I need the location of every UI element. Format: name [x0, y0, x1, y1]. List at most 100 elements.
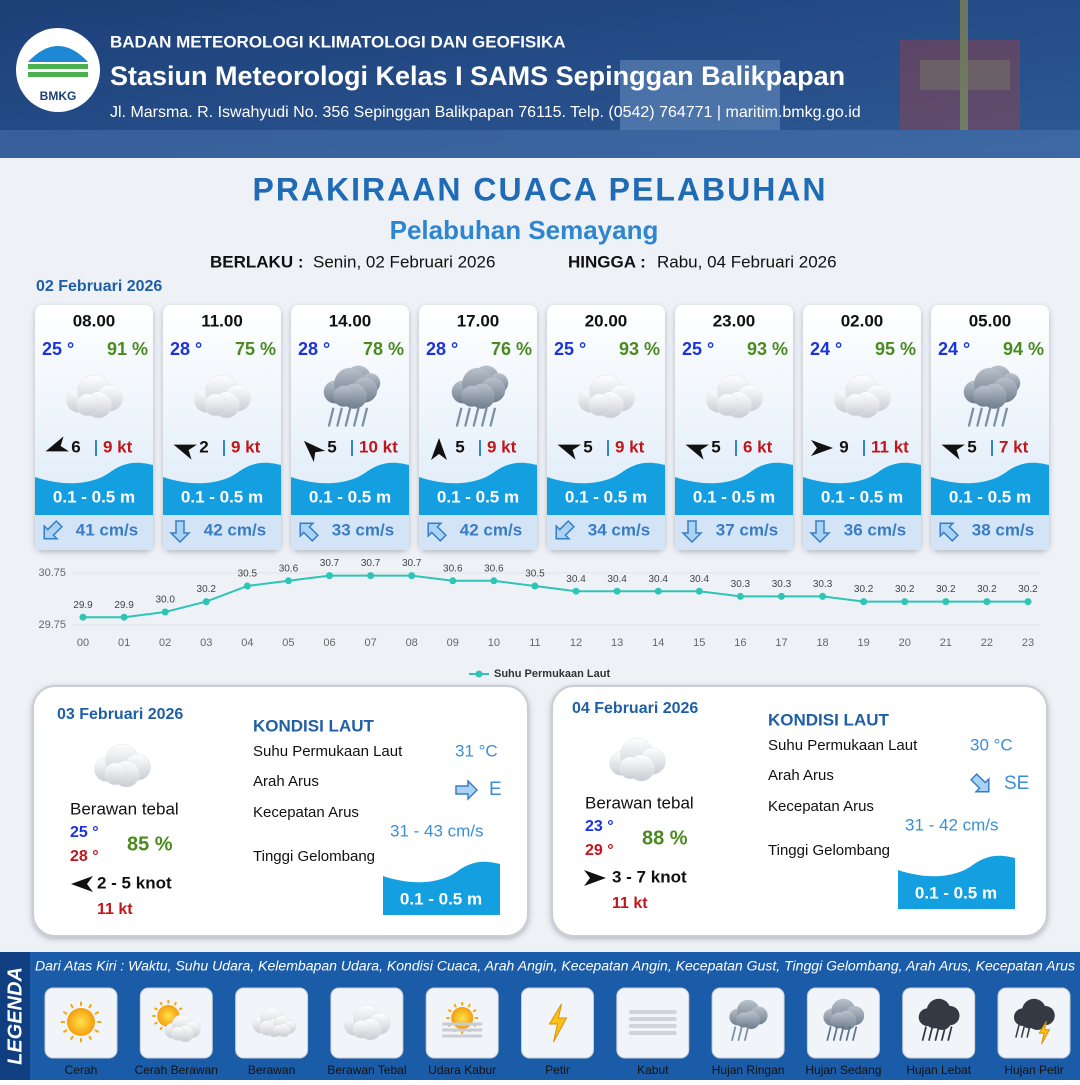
wave-band — [163, 462, 281, 515]
slot-gust: 9 kt — [487, 437, 517, 456]
slot-time: 08.00 — [73, 311, 116, 330]
logo-mark — [28, 46, 88, 62]
sea-heading: KONDISI LAUT — [768, 710, 890, 729]
weather-icon — [194, 374, 251, 419]
legend-icon — [628, 1010, 677, 1035]
data-point — [367, 572, 375, 580]
cloud-part — [588, 393, 611, 417]
legend-item-label: Hujan Lebat — [906, 1063, 971, 1077]
data-label: 30.3 — [731, 579, 751, 590]
cloud-part — [352, 1019, 371, 1039]
slot-temp: 28 ° — [298, 339, 330, 359]
lightning — [1038, 1020, 1051, 1045]
rain-drop — [336, 407, 343, 427]
day-gust: 11 kt — [97, 901, 133, 918]
sun-ray — [88, 1035, 93, 1041]
sea-label: Suhu Permukaan Laut — [253, 743, 403, 760]
x-tick-label: 22 — [981, 637, 993, 649]
wind-arrow — [173, 444, 198, 460]
rain-drop — [744, 1026, 749, 1041]
sun — [67, 1008, 95, 1036]
data-point — [161, 608, 169, 616]
slot-humidity: 93 % — [747, 339, 788, 359]
slot-temp: 25 ° — [554, 339, 586, 359]
current-arrow — [299, 522, 319, 542]
sun — [451, 1007, 474, 1029]
legend-icon — [548, 1003, 568, 1043]
x-tick-label: 10 — [488, 637, 500, 649]
cloud-part — [973, 385, 995, 407]
data-label: 30.5 — [525, 569, 545, 580]
day-weather: Berawan tebal — [585, 793, 694, 812]
slot-current: 38 cm/s — [972, 520, 1034, 539]
wind-arrow — [71, 876, 93, 892]
slot-time: 17.00 — [457, 311, 500, 330]
legend-icon — [252, 1007, 297, 1038]
wind-arrow — [941, 444, 966, 460]
sea-label: Arah Arus — [768, 767, 834, 784]
sun-ray — [94, 1010, 100, 1015]
slot-temp: 24 ° — [938, 339, 970, 359]
sun-ray — [178, 1007, 183, 1011]
x-tick-label: 23 — [1022, 637, 1034, 649]
sun-ray — [467, 1003, 472, 1008]
slot-humidity: 93 % — [619, 339, 660, 359]
current-arrow — [681, 520, 703, 544]
rain-drop — [941, 1026, 946, 1041]
wave-band — [35, 462, 153, 515]
legend-icon — [344, 1004, 391, 1041]
wind-arrow — [303, 440, 326, 463]
data-point — [942, 598, 950, 606]
sun-ray — [453, 1003, 457, 1008]
y-tick-label: 30.75 — [38, 567, 66, 579]
data-label: 30.2 — [977, 584, 997, 595]
cloud-part — [830, 1012, 847, 1029]
day-wind: 3 - 7 knot — [612, 867, 687, 886]
sea-current-speed: 31 - 42 cm/s — [905, 815, 999, 834]
legend-label: Suhu Permukaan Laut — [494, 668, 610, 680]
address: Jl. Marsma. R. Iswahyudi No. 356 Sepingg… — [110, 104, 861, 121]
rain-drop — [947, 1026, 953, 1041]
slot-temp: 25 ° — [42, 339, 74, 359]
slot-humidity: 94 % — [1003, 339, 1044, 359]
wave-band — [291, 462, 409, 515]
rain-drop — [1015, 1025, 1020, 1038]
sea-label: Tinggi Gelombang — [253, 848, 375, 865]
day-temp-min: 23 ° — [585, 818, 614, 835]
cloud-part — [461, 385, 483, 407]
data-point — [202, 598, 210, 606]
weather-icon — [323, 365, 381, 427]
sun-ray — [69, 1003, 74, 1009]
slot-wave: 0.1 - 0.5 m — [181, 487, 263, 506]
rain-drop — [928, 1026, 934, 1041]
wave-band — [931, 462, 1049, 515]
wind-arrow — [45, 436, 70, 452]
data-label: 30.2 — [1018, 584, 1038, 595]
cloud-part — [104, 762, 127, 786]
rain-drop — [455, 407, 463, 427]
data-point — [572, 587, 580, 595]
legend-item-label: Hujan Sedang — [805, 1063, 881, 1077]
legend-tile — [616, 987, 690, 1059]
slot-current: 36 cm/s — [844, 520, 906, 539]
day-gust: 11 kt — [612, 895, 648, 912]
data-label: 30.2 — [936, 584, 956, 595]
slot-wind: 6 — [71, 437, 80, 456]
slot-humidity: 91 % — [107, 339, 148, 359]
x-tick-label: 14 — [652, 637, 664, 649]
legend-icon — [1014, 998, 1055, 1045]
legend-icon — [442, 1002, 483, 1038]
legend-item-label: Cerah — [65, 1063, 98, 1077]
data-point — [284, 577, 292, 585]
rain-drop — [327, 407, 335, 427]
data-label: 30.2 — [895, 584, 915, 595]
day-panel — [551, 685, 1048, 937]
rain-drop — [839, 1026, 845, 1041]
legend-item-label: Petir — [545, 1063, 570, 1077]
sun-ray — [69, 1035, 74, 1041]
day-temp-max: 29 ° — [585, 842, 614, 859]
slot-wind: 5 — [967, 437, 976, 456]
day-date: 04 Februari 2026 — [572, 700, 698, 717]
data-point — [79, 613, 87, 621]
slot-gust: 11 kt — [871, 437, 909, 456]
